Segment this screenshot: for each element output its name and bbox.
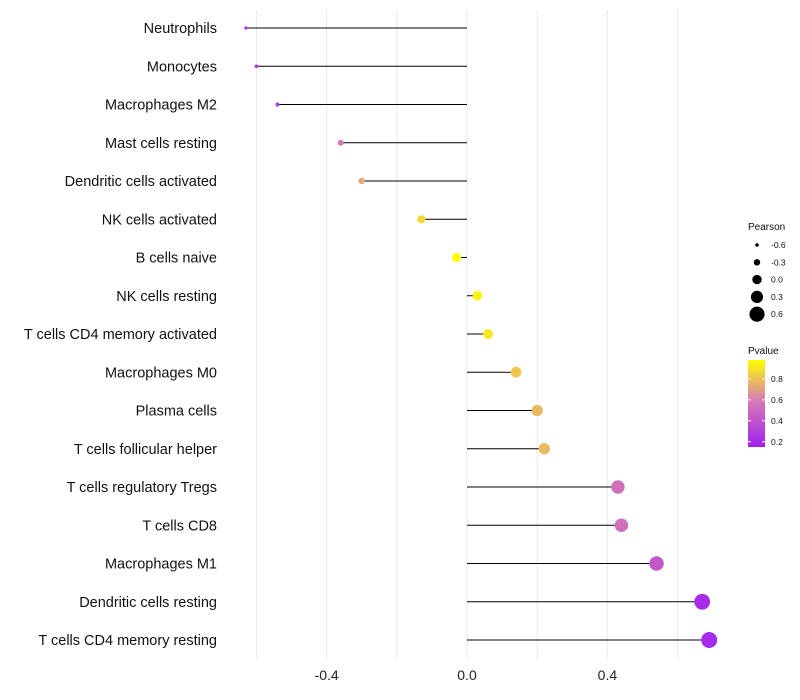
legend: Pearson -0.6-0.30.00.30.6 Pvalue 0.20.40…	[748, 222, 786, 447]
x-axis-ticks: -0.4 0.0 0.4	[315, 667, 618, 683]
colorbar-label: 0.6	[771, 395, 783, 405]
data-point	[694, 593, 711, 610]
data-point	[701, 632, 718, 648]
color-legend-title: Pvalue	[748, 346, 779, 357]
size-legend-label: 0.3	[771, 292, 783, 302]
category-labels: Neutrophils Monocytes Macrophages M2 Mast c…	[24, 21, 217, 649]
size-legend-label: -0.6	[771, 240, 786, 250]
x-tick-label: 0.0	[457, 667, 477, 683]
dots	[244, 26, 718, 648]
category-label: Dendritic cells resting	[79, 595, 217, 611]
x-tick-label: -0.4	[315, 667, 339, 683]
data-point	[337, 139, 344, 146]
category-label: NK cells activated	[102, 212, 217, 228]
colorbar-label: 0.8	[771, 374, 783, 384]
data-point	[531, 404, 543, 417]
category-label: Monocytes	[147, 59, 217, 75]
category-label: T cells regulatory Tregs	[67, 480, 217, 496]
category-label: Macrophages M0	[105, 365, 217, 381]
data-point	[472, 290, 483, 301]
stems	[245, 27, 710, 641]
category-label: Macrophages M1	[105, 557, 217, 573]
data-point	[538, 443, 550, 455]
size-legend-label: -0.3	[771, 257, 786, 267]
category-label: Plasma cells	[136, 404, 217, 420]
size-legend-dot	[753, 259, 761, 266]
data-point	[483, 329, 494, 339]
category-label: Mast cells resting	[105, 136, 217, 152]
data-point	[451, 252, 461, 263]
category-label: Neutrophils	[144, 21, 217, 37]
color-legend-ticks: 0.2 0.4 0.6 0.8	[748, 374, 783, 447]
category-label: T cells CD8	[142, 518, 217, 534]
category-label: B cells naive	[136, 251, 217, 267]
size-legend-label: 0.6	[771, 309, 783, 319]
size-legend-dot	[755, 243, 759, 247]
category-label: T cells CD4 memory activated	[24, 327, 217, 343]
x-tick-label: 0.4	[598, 667, 618, 683]
pvalue-colorbar	[748, 360, 765, 447]
colorbar-label: 0.4	[771, 416, 783, 426]
size-legend-dot	[752, 274, 762, 285]
data-point	[417, 215, 426, 224]
data-point	[614, 518, 629, 533]
size-legend-label: 0.0	[771, 275, 783, 285]
category-label: NK cells resting	[116, 289, 217, 305]
data-point	[275, 102, 280, 107]
size-legend-dot	[750, 290, 764, 304]
data-point	[649, 556, 664, 571]
size-legend-items: -0.6 -0.3 0.0 0.3 0.6	[749, 240, 786, 322]
data-point	[244, 26, 248, 30]
colorbar-label: 0.2	[771, 437, 783, 447]
category-label: Dendritic cells activated	[65, 174, 217, 190]
data-point	[254, 64, 259, 69]
size-legend-title: Pearson	[748, 222, 785, 233]
category-label: Macrophages M2	[105, 98, 217, 114]
data-point	[358, 177, 365, 185]
grid-lines	[255, 10, 679, 660]
data-point	[611, 480, 625, 494]
category-label: T cells CD4 memory resting	[38, 633, 217, 649]
data-point	[510, 366, 522, 378]
category-label: T cells follicular helper	[74, 442, 217, 458]
size-legend-dot	[749, 306, 765, 322]
